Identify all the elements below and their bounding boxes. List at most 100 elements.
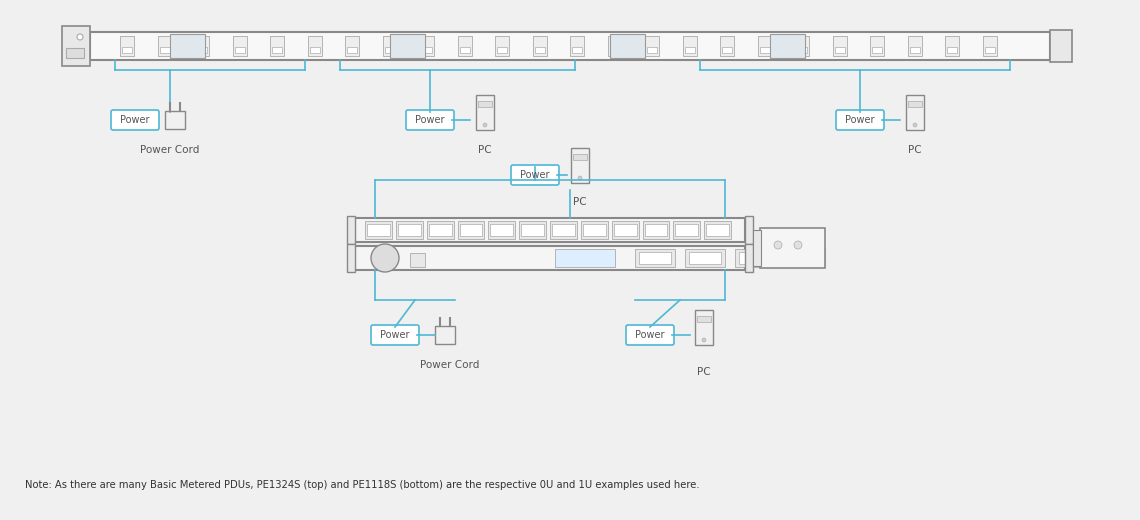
Bar bbox=[308, 36, 321, 56]
FancyBboxPatch shape bbox=[626, 325, 674, 345]
Bar bbox=[571, 148, 589, 183]
Bar bbox=[706, 224, 728, 236]
Text: Power: Power bbox=[845, 115, 874, 125]
Bar bbox=[683, 36, 697, 56]
Bar bbox=[459, 47, 470, 53]
Bar bbox=[309, 47, 319, 53]
Bar bbox=[272, 47, 282, 53]
Bar bbox=[648, 47, 657, 53]
Bar bbox=[697, 316, 711, 322]
Bar bbox=[785, 249, 825, 267]
Bar bbox=[365, 221, 392, 239]
Circle shape bbox=[793, 241, 803, 249]
Text: Power: Power bbox=[415, 115, 445, 125]
Bar bbox=[735, 249, 775, 267]
Bar bbox=[757, 36, 772, 56]
Bar bbox=[165, 111, 185, 129]
Bar bbox=[985, 47, 994, 53]
Text: Power Cord: Power Cord bbox=[421, 360, 480, 370]
Bar bbox=[906, 95, 925, 130]
Bar bbox=[552, 224, 575, 236]
Bar bbox=[521, 224, 544, 236]
Bar bbox=[396, 221, 423, 239]
Bar bbox=[795, 36, 809, 56]
Bar bbox=[635, 249, 675, 267]
Circle shape bbox=[913, 123, 917, 127]
Circle shape bbox=[78, 34, 83, 40]
Circle shape bbox=[702, 338, 706, 342]
Bar bbox=[759, 47, 770, 53]
Bar bbox=[674, 221, 700, 239]
Bar bbox=[519, 221, 546, 239]
FancyBboxPatch shape bbox=[370, 325, 420, 345]
Bar bbox=[555, 249, 614, 267]
Bar bbox=[945, 36, 959, 56]
Text: Power: Power bbox=[520, 170, 549, 180]
Bar bbox=[746, 216, 754, 244]
Bar bbox=[345, 36, 359, 56]
Bar bbox=[573, 154, 587, 160]
Bar bbox=[685, 249, 725, 267]
Text: PC: PC bbox=[573, 197, 587, 207]
Bar bbox=[746, 244, 754, 272]
Circle shape bbox=[774, 241, 782, 249]
Bar bbox=[907, 36, 921, 56]
Bar bbox=[789, 252, 821, 264]
Bar bbox=[233, 36, 246, 56]
Bar bbox=[610, 47, 619, 53]
Bar bbox=[581, 221, 608, 239]
Bar bbox=[644, 224, 667, 236]
Bar bbox=[572, 47, 583, 53]
Bar bbox=[1050, 30, 1072, 62]
Circle shape bbox=[578, 176, 583, 180]
Bar bbox=[490, 224, 513, 236]
Bar bbox=[270, 36, 284, 56]
Text: Power: Power bbox=[120, 115, 149, 125]
Bar bbox=[347, 47, 357, 53]
Bar bbox=[910, 47, 920, 53]
Text: PC: PC bbox=[698, 367, 711, 377]
Bar bbox=[770, 34, 805, 58]
Text: Power Cord: Power Cord bbox=[140, 145, 200, 155]
Bar bbox=[705, 221, 731, 239]
Bar bbox=[684, 47, 694, 53]
Bar bbox=[834, 47, 845, 53]
Bar bbox=[722, 47, 732, 53]
Bar bbox=[120, 36, 135, 56]
Bar bbox=[797, 47, 807, 53]
Bar bbox=[532, 36, 546, 56]
Bar bbox=[608, 36, 621, 56]
Circle shape bbox=[483, 123, 487, 127]
Bar bbox=[410, 253, 425, 267]
Bar bbox=[122, 47, 132, 53]
Bar bbox=[157, 36, 171, 56]
Bar bbox=[429, 224, 451, 236]
FancyBboxPatch shape bbox=[406, 110, 454, 130]
Bar bbox=[420, 36, 434, 56]
Bar bbox=[872, 47, 882, 53]
Bar bbox=[870, 36, 884, 56]
Bar bbox=[383, 36, 397, 56]
Text: PC: PC bbox=[909, 145, 922, 155]
FancyBboxPatch shape bbox=[111, 110, 158, 130]
FancyBboxPatch shape bbox=[511, 165, 559, 185]
Bar bbox=[754, 230, 762, 266]
Bar bbox=[197, 47, 207, 53]
Bar bbox=[367, 224, 390, 236]
Bar bbox=[640, 252, 671, 264]
Bar bbox=[570, 36, 584, 56]
Bar bbox=[435, 326, 455, 344]
Bar bbox=[610, 34, 645, 58]
Bar bbox=[549, 221, 577, 239]
Bar bbox=[384, 47, 394, 53]
Bar bbox=[689, 252, 720, 264]
Bar bbox=[739, 252, 771, 264]
Bar bbox=[488, 221, 515, 239]
Text: Power: Power bbox=[635, 330, 665, 340]
Bar bbox=[495, 36, 508, 56]
Text: PC: PC bbox=[478, 145, 491, 155]
Bar bbox=[478, 101, 492, 107]
Bar bbox=[760, 228, 825, 268]
Text: Power: Power bbox=[381, 330, 409, 340]
Bar bbox=[422, 47, 432, 53]
